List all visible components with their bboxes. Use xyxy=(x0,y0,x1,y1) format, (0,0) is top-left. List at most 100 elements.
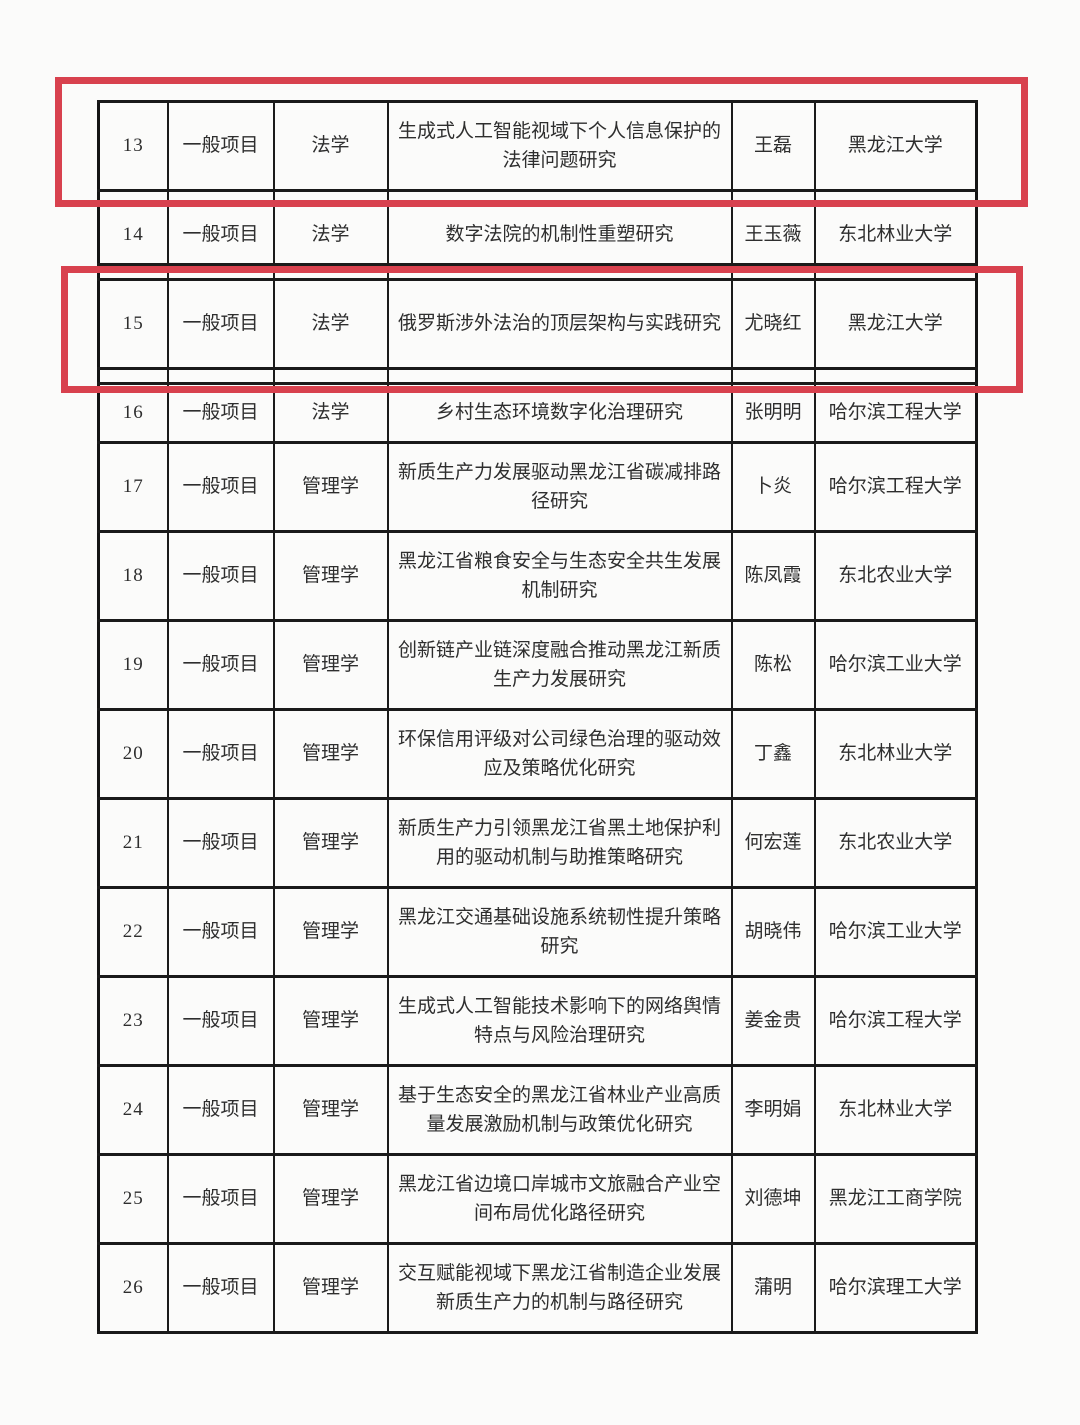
project-title-cell: 生成式人工智能技术影响下的网络舆情特点与风险治理研究 xyxy=(386,975,733,1067)
project-type-cell: 一般项目 xyxy=(166,382,275,444)
discipline-cell: 管理学 xyxy=(272,975,389,1067)
institution-cell: 东北农业大学 xyxy=(813,530,978,622)
institution-cell: 黑龙江工商学院 xyxy=(813,1153,978,1245)
spacer-cell xyxy=(386,263,733,281)
project-type-cell: 一般项目 xyxy=(166,886,275,978)
institution-cell: 哈尔滨工程大学 xyxy=(813,975,978,1067)
spacer-cell xyxy=(730,263,816,281)
institution-cell: 黑龙江大学 xyxy=(813,100,978,192)
project-list-table: 13 一般项目 法学 生成式人工智能视域下个人信息保护的法律问题研究 王磊 黑龙江大学 14… xyxy=(97,100,978,1334)
project-title-cell: 黑龙江省边境口岸城市文旅融合产业空间布局优化路径研究 xyxy=(386,1153,733,1245)
leader-name-cell: 刘德坤 xyxy=(730,1153,816,1245)
institution-cell: 黑龙江大学 xyxy=(813,278,978,370)
project-type-cell: 一般项目 xyxy=(166,1153,275,1245)
discipline-cell: 法学 xyxy=(272,382,389,444)
row-number-cell: 19 xyxy=(97,619,169,711)
spacer-row xyxy=(97,189,978,207)
discipline-cell: 管理学 xyxy=(272,1242,389,1334)
table-row: 24 一般项目 管理学 基于生态安全的黑龙江省林业产业高质量发展激励机制与政策优化研究… xyxy=(97,1064,978,1156)
project-type-cell: 一般项目 xyxy=(166,797,275,889)
table-row-highlighted: 15 一般项目 法学 俄罗斯涉外法治的顶层架构与实践研究 尤晓红 黑龙江大学 xyxy=(97,278,978,370)
spacer-cell xyxy=(386,367,733,385)
table-row: 18 一般项目 管理学 黑龙江省粮食安全与生态安全共生发展机制研究 陈凤霞 东北农业大学 xyxy=(97,530,978,622)
spacer-cell xyxy=(813,263,978,281)
row-number-cell: 23 xyxy=(97,975,169,1067)
table-row: 16 一般项目 法学 乡村生态环境数字化治理研究 张明明 哈尔滨工程大学 xyxy=(97,382,978,444)
project-title-cell: 黑龙江交通基础设施系统韧性提升策略研究 xyxy=(386,886,733,978)
row-number-cell: 18 xyxy=(97,530,169,622)
institution-cell: 东北农业大学 xyxy=(813,797,978,889)
row-number-cell: 26 xyxy=(97,1242,169,1334)
row-number-cell: 24 xyxy=(97,1064,169,1156)
table-row: 14 一般项目 法学 数字法院的机制性重塑研究 王玉薇 东北林业大学 xyxy=(97,204,978,266)
table-row: 23 一般项目 管理学 生成式人工智能技术影响下的网络舆情特点与风险治理研究 姜金贵 哈尔… xyxy=(97,975,978,1067)
spacer-cell xyxy=(813,367,978,385)
project-type-cell: 一般项目 xyxy=(166,204,275,266)
institution-cell: 哈尔滨工业大学 xyxy=(813,886,978,978)
discipline-cell: 管理学 xyxy=(272,1153,389,1245)
spacer-cell xyxy=(730,189,816,207)
table-row: 21 一般项目 管理学 新质生产力引领黑龙江省黑土地保护利用的驱动机制与助推策略研究何… xyxy=(97,797,978,889)
project-title-cell: 俄罗斯涉外法治的顶层架构与实践研究 xyxy=(386,278,733,370)
project-title-cell: 黑龙江省粮食安全与生态安全共生发展机制研究 xyxy=(386,530,733,622)
leader-name-cell: 尤晓红 xyxy=(730,278,816,370)
project-title-cell: 交互赋能视域下黑龙江省制造企业发展新质生产力的机制与路径研究 xyxy=(386,1242,733,1334)
table-row: 22 一般项目 管理学 黑龙江交通基础设施系统韧性提升策略研究 胡晓伟 哈尔滨工业大学 xyxy=(97,886,978,978)
discipline-cell: 管理学 xyxy=(272,797,389,889)
row-number-cell: 16 xyxy=(97,382,169,444)
leader-name-cell: 李明娟 xyxy=(730,1064,816,1156)
spacer-cell xyxy=(97,367,169,385)
leader-name-cell: 胡晓伟 xyxy=(730,886,816,978)
spacer-row xyxy=(97,263,978,281)
institution-cell: 东北林业大学 xyxy=(813,708,978,800)
row-number-cell: 13 xyxy=(97,100,169,192)
table-body: 13 一般项目 法学 生成式人工智能视域下个人信息保护的法律问题研究 王磊 黑龙江大学 14… xyxy=(97,100,978,1334)
table-row: 25 一般项目 管理学 黑龙江省边境口岸城市文旅融合产业空间布局优化路径研究 刘德坤 黑龙… xyxy=(97,1153,978,1245)
spacer-cell xyxy=(272,367,389,385)
institution-cell: 哈尔滨工程大学 xyxy=(813,382,978,444)
institution-cell: 哈尔滨工业大学 xyxy=(813,619,978,711)
project-title-cell: 环保信用评级对公司绿色治理的驱动效应及策略优化研究 xyxy=(386,708,733,800)
discipline-cell: 法学 xyxy=(272,100,389,192)
discipline-cell: 管理学 xyxy=(272,1064,389,1156)
project-type-cell: 一般项目 xyxy=(166,619,275,711)
row-number-cell: 22 xyxy=(97,886,169,978)
institution-cell: 东北林业大学 xyxy=(813,204,978,266)
row-number-cell: 21 xyxy=(97,797,169,889)
leader-name-cell: 何宏莲 xyxy=(730,797,816,889)
spacer-cell xyxy=(97,189,169,207)
project-title-cell: 数字法院的机制性重塑研究 xyxy=(386,204,733,266)
table-row: 19 一般项目 管理学 创新链产业链深度融合推动黑龙江新质生产力发展研究 陈松 哈尔滨工业… xyxy=(97,619,978,711)
leader-name-cell: 张明明 xyxy=(730,382,816,444)
discipline-cell: 管理学 xyxy=(272,619,389,711)
row-number-cell: 15 xyxy=(97,278,169,370)
spacer-cell xyxy=(272,263,389,281)
leader-name-cell: 王磊 xyxy=(730,100,816,192)
leader-name-cell: 陈松 xyxy=(730,619,816,711)
table-row: 17 一般项目 管理学 新质生产力发展驱动黑龙江省碳减排路径研究 卜炎 哈尔滨工程大学 xyxy=(97,441,978,533)
project-type-cell: 一般项目 xyxy=(166,530,275,622)
project-title-cell: 乡村生态环境数字化治理研究 xyxy=(386,382,733,444)
project-type-cell: 一般项目 xyxy=(166,975,275,1067)
discipline-cell: 管理学 xyxy=(272,886,389,978)
project-title-cell: 创新链产业链深度融合推动黑龙江新质生产力发展研究 xyxy=(386,619,733,711)
spacer-cell xyxy=(813,189,978,207)
row-number-cell: 20 xyxy=(97,708,169,800)
leader-name-cell: 卜炎 xyxy=(730,441,816,533)
spacer-cell xyxy=(272,189,389,207)
project-type-cell: 一般项目 xyxy=(166,1242,275,1334)
spacer-cell xyxy=(166,367,275,385)
leader-name-cell: 姜金贵 xyxy=(730,975,816,1067)
row-number-cell: 25 xyxy=(97,1153,169,1245)
project-type-cell: 一般项目 xyxy=(166,441,275,533)
project-title-cell: 新质生产力引领黑龙江省黑土地保护利用的驱动机制与助推策略研究 xyxy=(386,797,733,889)
table-row-highlighted: 13 一般项目 法学 生成式人工智能视域下个人信息保护的法律问题研究 王磊 黑龙江大学 xyxy=(97,100,978,192)
discipline-cell: 管理学 xyxy=(272,530,389,622)
project-title-cell: 生成式人工智能视域下个人信息保护的法律问题研究 xyxy=(386,100,733,192)
institution-cell: 哈尔滨工程大学 xyxy=(813,441,978,533)
project-type-cell: 一般项目 xyxy=(166,100,275,192)
institution-cell: 哈尔滨理工大学 xyxy=(813,1242,978,1334)
project-title-cell: 基于生态安全的黑龙江省林业产业高质量发展激励机制与政策优化研究 xyxy=(386,1064,733,1156)
discipline-cell: 法学 xyxy=(272,204,389,266)
